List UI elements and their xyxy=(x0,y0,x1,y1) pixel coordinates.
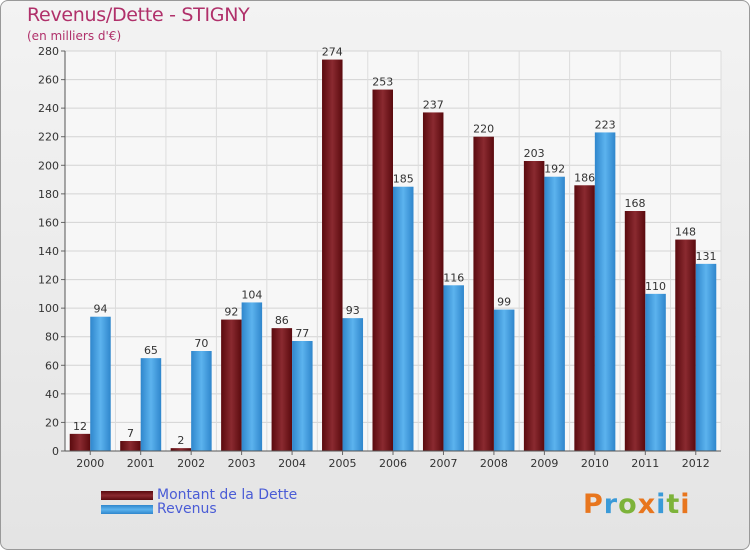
data-label-revenue: 185 xyxy=(393,173,414,186)
x-tick-label: 2004 xyxy=(278,457,306,470)
bar-debt xyxy=(322,59,343,451)
bar-revenue xyxy=(695,263,717,451)
y-tick-label: 220 xyxy=(38,131,59,144)
bar-revenue xyxy=(191,351,212,451)
data-label-debt: 12 xyxy=(73,420,87,433)
data-label-debt: 274 xyxy=(322,46,343,59)
x-tick-label: 2011 xyxy=(631,457,659,470)
data-label-debt: 253 xyxy=(372,76,393,89)
bar-debt xyxy=(221,319,242,451)
bar-debt xyxy=(422,112,444,451)
data-label-debt: 186 xyxy=(574,171,595,184)
bar-debt xyxy=(624,211,646,451)
y-tick-label: 160 xyxy=(38,216,59,229)
chart-subtitle: (en milliers d'€) xyxy=(27,29,122,43)
logo-letter: o xyxy=(618,489,638,520)
logo-letter: x xyxy=(637,489,657,520)
data-label-revenue: 104 xyxy=(241,288,262,301)
logo-letter: i xyxy=(656,489,667,520)
bar-debt xyxy=(574,185,595,452)
logo-letter: i xyxy=(680,489,691,520)
x-tick-label: 2000 xyxy=(76,457,104,470)
x-tick-label: 2005 xyxy=(329,457,357,470)
data-label-revenue: 192 xyxy=(544,163,565,176)
data-label-debt: 203 xyxy=(524,147,545,160)
x-tick-label: 2003 xyxy=(228,457,256,470)
y-tick-label: 260 xyxy=(38,74,59,87)
data-label-debt: 92 xyxy=(224,306,238,319)
data-label-revenue: 116 xyxy=(443,271,464,284)
data-label-debt: 7 xyxy=(127,427,134,440)
legend-swatch-debt xyxy=(101,490,153,500)
x-tick-label: 2010 xyxy=(581,457,609,470)
data-label-revenue: 94 xyxy=(93,303,107,316)
legend-item-debt: Montant de la Dette xyxy=(101,487,297,503)
x-tick-label: 2012 xyxy=(682,457,710,470)
data-label-debt: 168 xyxy=(625,197,646,210)
bar-revenue xyxy=(493,309,515,451)
bar-debt xyxy=(120,441,141,451)
data-label-revenue: 99 xyxy=(497,296,511,309)
legend-label-revenue: Revenus xyxy=(157,501,217,517)
bar-revenue xyxy=(443,285,464,451)
bar-debt xyxy=(523,161,545,451)
y-tick-label: 20 xyxy=(45,416,59,429)
bar-debt xyxy=(69,433,91,451)
y-tick-label: 0 xyxy=(52,445,59,458)
bar-revenue xyxy=(544,176,565,451)
bar-revenue xyxy=(292,341,313,451)
bar-debt xyxy=(170,448,192,451)
data-label-revenue: 77 xyxy=(295,327,309,340)
data-label-debt: 2 xyxy=(177,434,184,447)
y-tick-label: 100 xyxy=(38,302,59,315)
y-tick-label: 80 xyxy=(45,331,59,344)
x-tick-label: 2008 xyxy=(480,457,508,470)
bar-revenue xyxy=(645,293,666,451)
data-label-revenue: 131 xyxy=(696,250,717,263)
data-label-revenue: 223 xyxy=(595,118,616,131)
chart-title: Revenus/Dette - STIGNY xyxy=(27,4,250,26)
bar-revenue xyxy=(594,132,616,451)
data-label-revenue: 93 xyxy=(346,304,360,317)
data-label-revenue: 65 xyxy=(144,344,158,357)
x-tick-label: 2002 xyxy=(177,457,205,470)
data-label-debt: 148 xyxy=(675,226,696,239)
bar-revenue xyxy=(393,186,414,451)
bar-revenue xyxy=(140,358,162,451)
data-label-debt: 237 xyxy=(423,98,444,111)
y-tick-label: 120 xyxy=(38,274,59,287)
bar-debt xyxy=(372,89,393,452)
legend-swatch-revenue xyxy=(101,504,153,514)
x-tick-label: 2009 xyxy=(530,457,558,470)
x-tick-label: 2001 xyxy=(127,457,155,470)
logo-letter: P xyxy=(583,489,604,520)
y-tick-label: 240 xyxy=(38,102,59,115)
y-tick-label: 200 xyxy=(38,159,59,172)
legend-item-revenue: Revenus xyxy=(101,501,217,517)
data-label-debt: 86 xyxy=(275,314,289,327)
data-label-revenue: 110 xyxy=(645,280,666,293)
logo-letter: t xyxy=(666,489,681,520)
x-tick-label: 2006 xyxy=(379,457,407,470)
bar-debt xyxy=(473,136,494,451)
logo-letter: r xyxy=(603,489,619,520)
data-label-revenue: 70 xyxy=(194,337,208,350)
bar-revenue xyxy=(90,316,111,451)
bar-debt xyxy=(675,239,696,451)
bar-revenue xyxy=(342,318,364,451)
proxiti-logo: Proxiti xyxy=(583,489,691,520)
legend-label-debt: Montant de la Dette xyxy=(157,487,298,503)
y-tick-label: 180 xyxy=(38,188,59,201)
y-tick-label: 40 xyxy=(45,388,59,401)
data-label-debt: 220 xyxy=(473,123,494,136)
bar-debt xyxy=(271,328,293,451)
y-tick-label: 280 xyxy=(38,45,59,58)
y-tick-label: 140 xyxy=(38,245,59,258)
x-tick-label: 2007 xyxy=(429,457,457,470)
bar-revenue xyxy=(241,302,263,451)
y-tick-label: 60 xyxy=(45,359,59,372)
